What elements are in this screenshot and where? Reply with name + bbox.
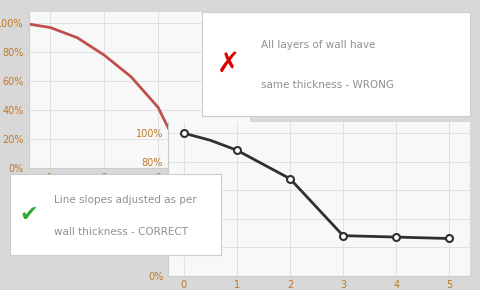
Text: Line slopes adjusted as per: Line slopes adjusted as per (54, 195, 197, 205)
Text: All layers of wall have: All layers of wall have (261, 40, 375, 50)
Text: wall thickness - CORRECT: wall thickness - CORRECT (54, 227, 188, 238)
Text: same thickness - WRONG: same thickness - WRONG (261, 80, 394, 90)
Text: ✗: ✗ (217, 50, 240, 78)
Text: ✔: ✔ (19, 205, 38, 224)
